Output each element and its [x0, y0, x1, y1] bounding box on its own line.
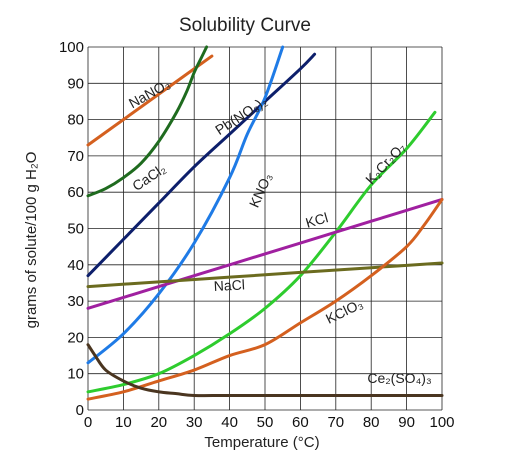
y-tick-labels: 0 10 20 30 40 50 60 70 80 90 100 — [59, 39, 84, 419]
series-line-7 — [86, 197, 444, 401]
x-tick-2: 20 — [150, 414, 167, 431]
chart-title: Solubility Curve — [179, 15, 311, 36]
series-lines — [86, 45, 444, 401]
x-tick-4: 40 — [221, 414, 238, 431]
series-label-8: Ce₂(SO₄)₃ — [367, 370, 431, 386]
x-tick-6: 60 — [292, 414, 309, 431]
y-tick-9: 90 — [67, 75, 84, 92]
y-tick-2: 20 — [67, 329, 84, 346]
series-label-0: NaNO₃ — [126, 76, 173, 112]
grid-lines — [87, 46, 443, 411]
series-label-5: KCl — [304, 209, 330, 231]
x-tick-10: 100 — [429, 414, 454, 431]
series-label-6: NaCl — [213, 276, 245, 294]
series-line-3 — [86, 45, 285, 365]
y-tick-1: 10 — [67, 366, 84, 383]
x-tick-9: 90 — [398, 414, 415, 431]
series-line-6 — [86, 261, 444, 289]
y-tick-4: 40 — [67, 257, 84, 274]
y-tick-6: 60 — [67, 184, 84, 201]
series-label-2: Pb(NO₃)₂ — [212, 93, 270, 138]
series-label-1: CaCl₂ — [129, 160, 168, 194]
series-line-1 — [86, 45, 209, 198]
series-line-8 — [86, 343, 444, 398]
y-tick-0: 0 — [76, 402, 84, 419]
y-axis-label: grams of solute/100 g H₂O — [23, 152, 40, 329]
x-tick-8: 80 — [363, 414, 380, 431]
series-label-7: KClO₃ — [323, 295, 365, 327]
y-tick-7: 70 — [67, 148, 84, 165]
x-tick-5: 50 — [257, 414, 274, 431]
series-line-5 — [86, 197, 444, 310]
series-label-3: KNO₃ — [246, 170, 275, 209]
series-label-4: K₂Cr₂O₇ — [362, 139, 408, 187]
y-tick-3: 30 — [67, 293, 84, 310]
y-tick-8: 80 — [67, 112, 84, 129]
series-line-0 — [86, 54, 214, 147]
x-axis-label: Temperature (°C) — [204, 434, 319, 451]
series-line-4 — [86, 110, 437, 394]
x-tick-0: 0 — [84, 414, 92, 431]
x-tick-labels: 0 10 20 30 40 50 60 70 80 90 100 — [84, 414, 455, 431]
x-tick-7: 70 — [327, 414, 344, 431]
y-tick-10: 100 — [59, 39, 84, 56]
series-line-2 — [86, 52, 317, 278]
x-tick-3: 30 — [186, 414, 203, 431]
x-tick-1: 10 — [115, 414, 132, 431]
y-tick-5: 50 — [67, 221, 84, 238]
